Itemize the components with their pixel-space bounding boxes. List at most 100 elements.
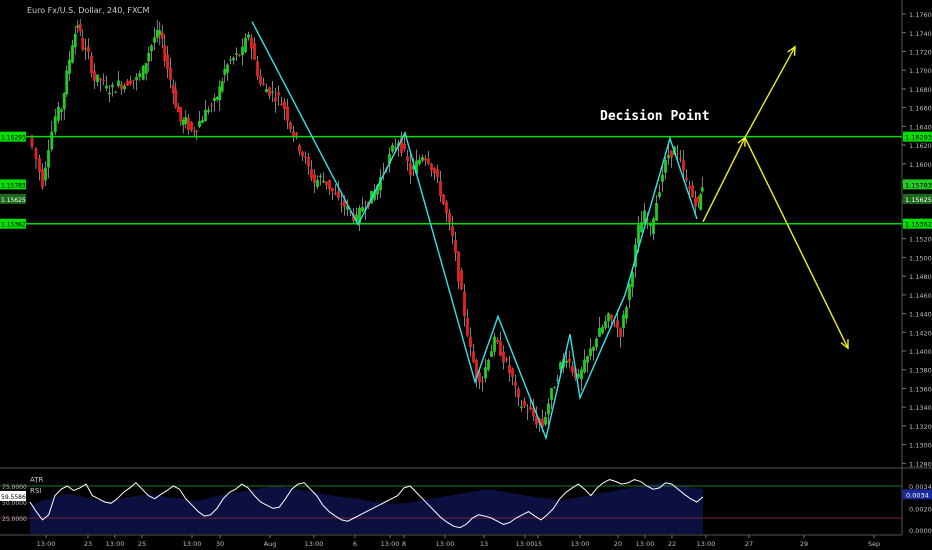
- candle-body: [50, 131, 54, 150]
- x-tick-label: 30: [216, 540, 224, 548]
- candle-body: [337, 191, 340, 198]
- time-axis[interactable]: 13:00 23 13:00 25 13:00 30 Aug 13:00 6 13:00 8 13:0…: [37, 535, 881, 548]
- candle-body: [166, 54, 169, 70]
- candle-body: [418, 159, 421, 165]
- candle-body: [163, 45, 167, 61]
- price-badge: 1.15783: [905, 181, 932, 189]
- candle-body: [598, 327, 601, 337]
- candle-body: [138, 73, 142, 78]
- candle-body: [150, 45, 153, 52]
- price-axis[interactable]: 1.17600 1.17400 1.17200 1.17000 1.16800 1.166…: [902, 11, 932, 468]
- candle-body: [174, 89, 178, 107]
- y-tick-label: 1.14800: [909, 273, 932, 281]
- x-tick-label: Aug: [264, 540, 277, 548]
- candle-body: [382, 172, 385, 174]
- left-badge: 1.16293: [1, 135, 26, 142]
- candle-body: [454, 239, 457, 254]
- candle-body: [553, 387, 556, 389]
- candle-body: [201, 120, 204, 123]
- price-badge-bg: [903, 179, 932, 190]
- candle-body: [622, 314, 625, 329]
- candle-body: [505, 358, 508, 361]
- candle-body: [412, 165, 415, 170]
- atr-badge: 0.0034: [906, 491, 929, 499]
- y-tick-label: 1.17600: [909, 11, 932, 19]
- candle-body: [601, 327, 604, 334]
- candle-body: [436, 169, 439, 178]
- candle-body: [430, 163, 433, 170]
- candle-body: [218, 86, 222, 101]
- arrow-segment: [744, 46, 796, 138]
- candle-body: [30, 135, 34, 147]
- candle-body: [508, 364, 511, 374]
- candle-body: [256, 61, 259, 77]
- candle-body: [613, 324, 616, 326]
- y-tick-label: 1.14000: [909, 348, 932, 356]
- candle-body: [340, 203, 343, 205]
- decision-point-label[interactable]: Decision Point: [600, 109, 710, 124]
- candle-body: [343, 199, 346, 207]
- candle-body: [403, 143, 406, 149]
- atr-fill: [30, 482, 703, 534]
- candle-body: [126, 80, 129, 86]
- level-badge: 1.15362: [905, 221, 932, 229]
- candle-body: [625, 307, 628, 319]
- candle-body: [187, 117, 190, 130]
- y-tick-label: 1.16800: [909, 86, 932, 94]
- candle-body: [268, 87, 271, 96]
- candle-body: [226, 64, 229, 73]
- candle-body: [541, 418, 544, 427]
- left-badge: 1.15625: [1, 197, 26, 204]
- x-tick-label: 13:00: [37, 540, 56, 548]
- candle-body: [424, 158, 427, 161]
- candle-body: [280, 103, 283, 106]
- candle-body: [361, 207, 364, 212]
- candle-body: [274, 97, 277, 102]
- candle-body: [190, 121, 193, 131]
- candle-body: [457, 252, 460, 282]
- candle-body: [499, 341, 502, 356]
- candle-body: [463, 291, 466, 317]
- candle-body: [556, 379, 559, 381]
- candle-body: [169, 67, 172, 81]
- candle-body: [117, 80, 120, 87]
- candle-body: [38, 158, 41, 172]
- candle-body: [391, 145, 394, 152]
- candle-body: [90, 55, 93, 74]
- horizontal-levels: [0, 135, 902, 225]
- candle-body: [328, 179, 331, 190]
- candle-body: [322, 180, 325, 183]
- candle-body: [171, 84, 175, 93]
- candle-body: [526, 411, 529, 413]
- candle-body: [241, 46, 244, 56]
- x-tick-label: 13:00: [571, 540, 590, 548]
- candle-body: [247, 34, 250, 38]
- candle-body: [204, 109, 207, 122]
- candle-body: [84, 48, 87, 50]
- y-tick-label: 1.17000: [909, 67, 932, 75]
- x-tick-label: 27: [745, 540, 753, 548]
- candle-body: [34, 148, 38, 160]
- candle-body: [346, 205, 349, 210]
- x-tick-label: Sep: [868, 540, 880, 548]
- atr-legend[interactable]: ATR: [30, 476, 44, 484]
- candle-body: [427, 158, 430, 164]
- y-tick-label: 1.17400: [909, 30, 932, 38]
- candle-body: [176, 106, 180, 113]
- x-tick-label: 13:00: [516, 540, 535, 548]
- candle-body: [421, 157, 424, 161]
- left-badge-bg: [0, 218, 26, 229]
- candle-body: [244, 38, 247, 53]
- candle-body: [535, 415, 538, 425]
- candle-body: [292, 131, 295, 137]
- indicator-right-tick: 0.0034: [909, 483, 932, 491]
- candle-body: [93, 71, 96, 81]
- candle-body: [99, 78, 102, 81]
- x-tick-label: 13:00: [305, 540, 324, 548]
- candle-body: [580, 369, 583, 380]
- rsi-legend[interactable]: RSI: [30, 487, 41, 495]
- left-badge: 1.15362: [1, 222, 26, 229]
- candle-body: [415, 160, 418, 174]
- candle-body: [259, 75, 262, 84]
- candle-body: [631, 272, 634, 288]
